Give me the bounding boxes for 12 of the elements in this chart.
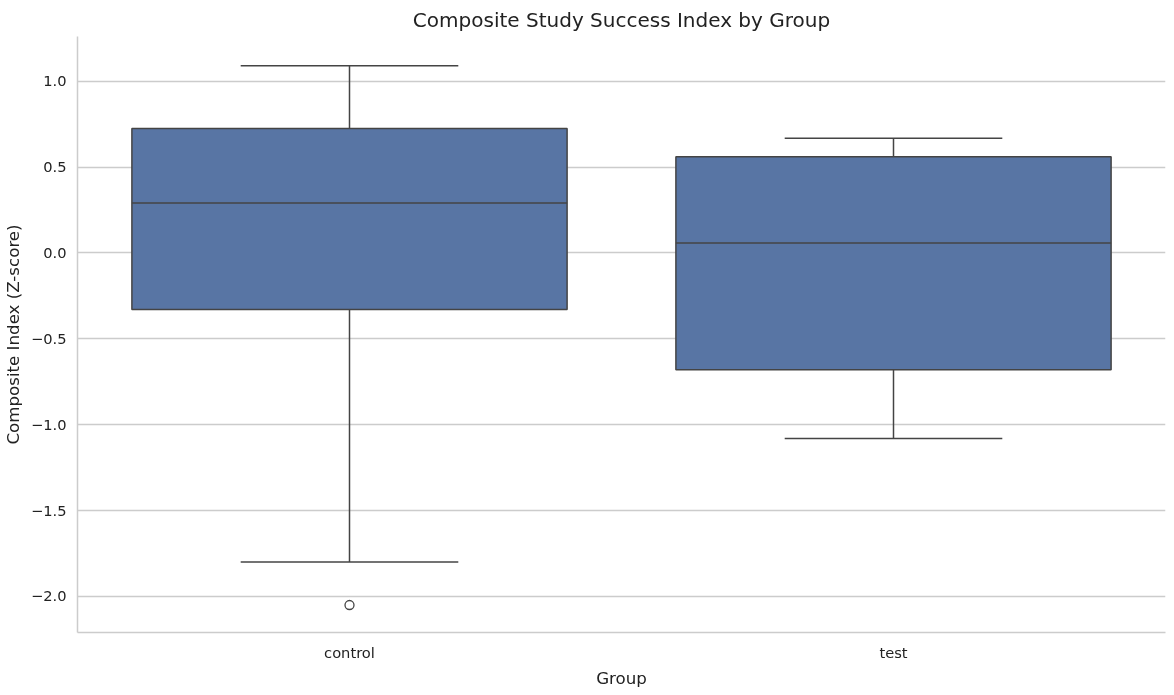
x-tick-label: test	[879, 643, 908, 661]
y-tick-label: −1.0	[30, 415, 67, 433]
x-axis-title: Group	[596, 668, 647, 688]
y-tick-label: −0.5	[30, 329, 67, 347]
y-tick-label: 0.0	[43, 243, 67, 261]
y-tick-label: −2.0	[30, 587, 67, 605]
y-tick-label: 1.0	[43, 72, 67, 90]
chart-title: Composite Study Success Index by Group	[412, 7, 831, 32]
y-axis-title: Composite Index (Z-score)	[3, 224, 23, 445]
x-tick-label: control	[324, 643, 375, 661]
y-tick-label: −1.5	[30, 501, 67, 519]
y-tick-label: 0.5	[43, 158, 67, 176]
